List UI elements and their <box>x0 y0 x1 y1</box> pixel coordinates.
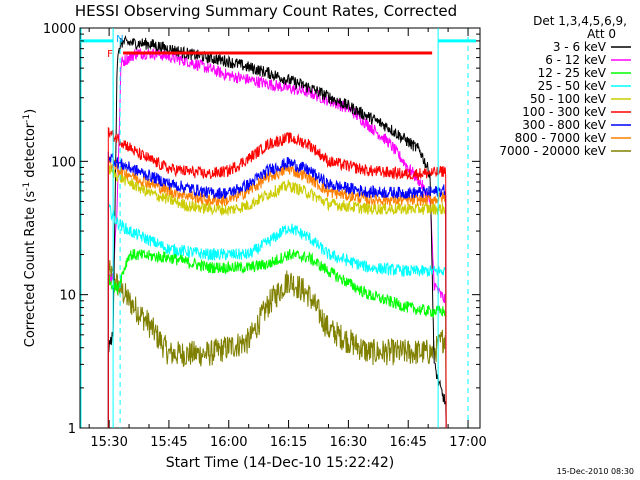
series-line <box>107 249 447 429</box>
x-tick-label: 16:30 <box>330 435 367 450</box>
series-line <box>107 48 447 429</box>
x-tick-label: 17:00 <box>449 435 486 450</box>
legend-header-line1: Det 1,3,4,5,6,9, <box>533 14 627 28</box>
legend-item-label: 12 - 25 keV <box>538 66 607 80</box>
legend-item-label: 100 - 300 keV <box>522 105 606 119</box>
series-line <box>107 163 447 429</box>
y-tick-label: 100 <box>51 155 76 170</box>
legend-item-label: 300 - 800 keV <box>522 118 606 132</box>
legend-item-label: 800 - 7000 keV <box>515 131 607 145</box>
axis-layer: 15:30 15:45 16:00 16:15 16:30 16:45 17:00 1 10 10… <box>43 22 487 450</box>
series-line <box>107 202 447 429</box>
y-axis-label-end: ) <box>23 109 38 114</box>
legend-header-line2: Att 0 <box>587 27 616 41</box>
x-tick-label: 16:00 <box>210 435 247 450</box>
footer-date: 15-Dec-2010 08:30 <box>557 467 634 476</box>
chart-title: HESSI Observing Summary Count Rates, Cor… <box>75 2 457 20</box>
x-tick-label: 16:45 <box>389 435 426 450</box>
y-axis-label-main: Corrected Count Rate (s <box>23 191 38 348</box>
series-layer <box>107 35 447 429</box>
legend-item-label: 7000 - 20000 keV <box>499 144 606 158</box>
legend-item-label: 3 - 6 keV <box>553 40 607 54</box>
night-flag-label: N <box>116 34 123 45</box>
legend-item-label: 6 - 12 keV <box>545 53 607 67</box>
series-line <box>107 127 447 429</box>
legend-item-label: 50 - 100 keV <box>530 92 607 106</box>
y-axis-label-sup1: -1 <box>22 182 32 191</box>
y-tick-label: 1 <box>68 422 76 437</box>
x-axis-label: Start Time (14-Dec-10 15:22:42) <box>166 455 394 471</box>
x-tick-label: 15:30 <box>90 435 127 450</box>
series-line <box>107 151 447 429</box>
y-axis-label: Corrected Count Rate (s-1 detector-1) <box>22 109 38 347</box>
legend-item-label: 25 - 50 keV <box>538 79 607 93</box>
series-line <box>107 260 447 429</box>
x-tick-label: 16:15 <box>270 435 307 450</box>
x-tick-label: 15:45 <box>150 435 187 450</box>
y-axis-label-mid: detector <box>23 122 38 182</box>
y-tick-label: 10 <box>59 289 76 304</box>
flag-layer: FN <box>80 28 477 428</box>
y-axis-label-sup2: -1 <box>22 114 32 123</box>
y-tick-label: 1000 <box>43 22 76 37</box>
plot-frame <box>79 27 481 429</box>
flare-flag-label: F <box>107 49 113 60</box>
series-line <box>107 35 447 429</box>
